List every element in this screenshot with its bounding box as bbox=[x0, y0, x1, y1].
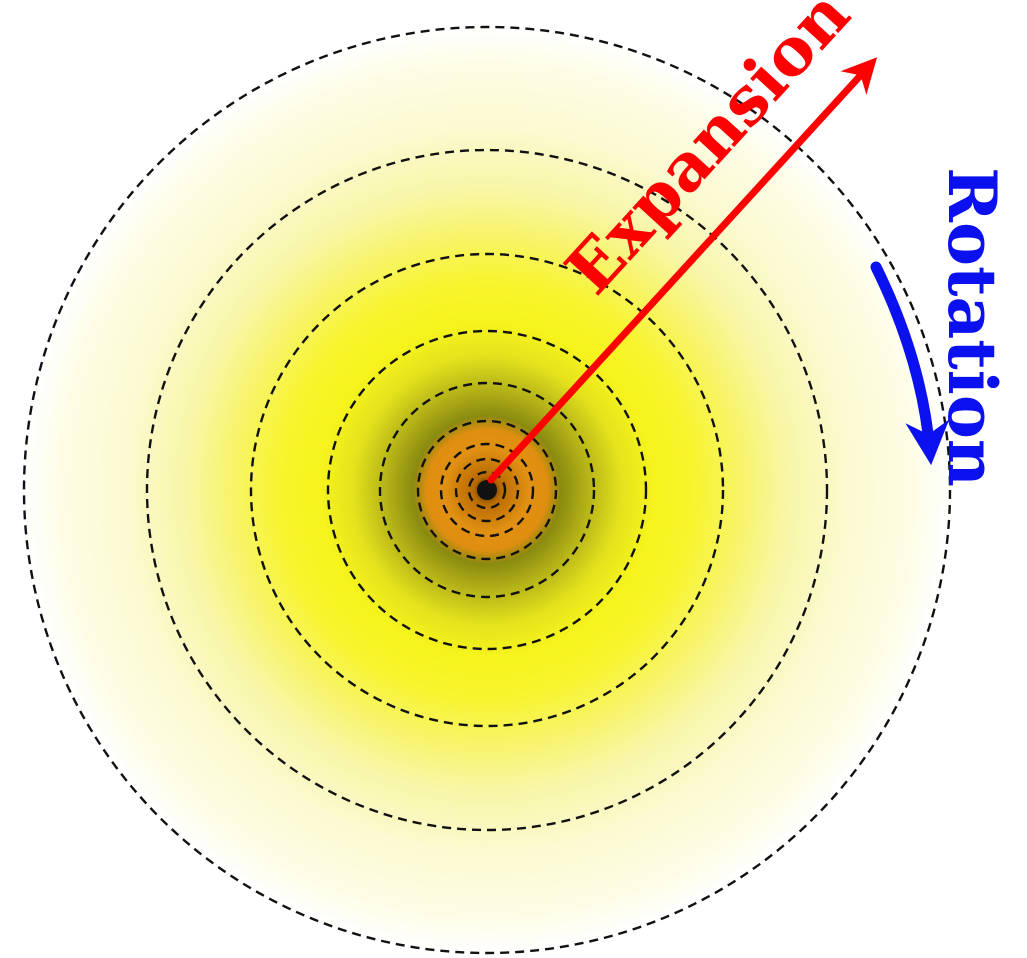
ring-7 bbox=[439, 442, 535, 538]
expansion-arrow bbox=[487, 57, 878, 484]
ring-8 bbox=[454, 457, 520, 523]
core-dot bbox=[477, 480, 497, 500]
ring-1 bbox=[22, 25, 952, 955]
ring-4 bbox=[326, 329, 648, 651]
rotation-label: Rotation bbox=[933, 167, 1011, 487]
ring-5 bbox=[378, 381, 596, 599]
ring-6 bbox=[416, 419, 558, 561]
ring-3 bbox=[249, 252, 725, 728]
ring-2 bbox=[145, 148, 829, 832]
rotation-arrow bbox=[870, 261, 950, 466]
dashed-rings bbox=[22, 25, 952, 955]
ring-9 bbox=[467, 470, 507, 510]
